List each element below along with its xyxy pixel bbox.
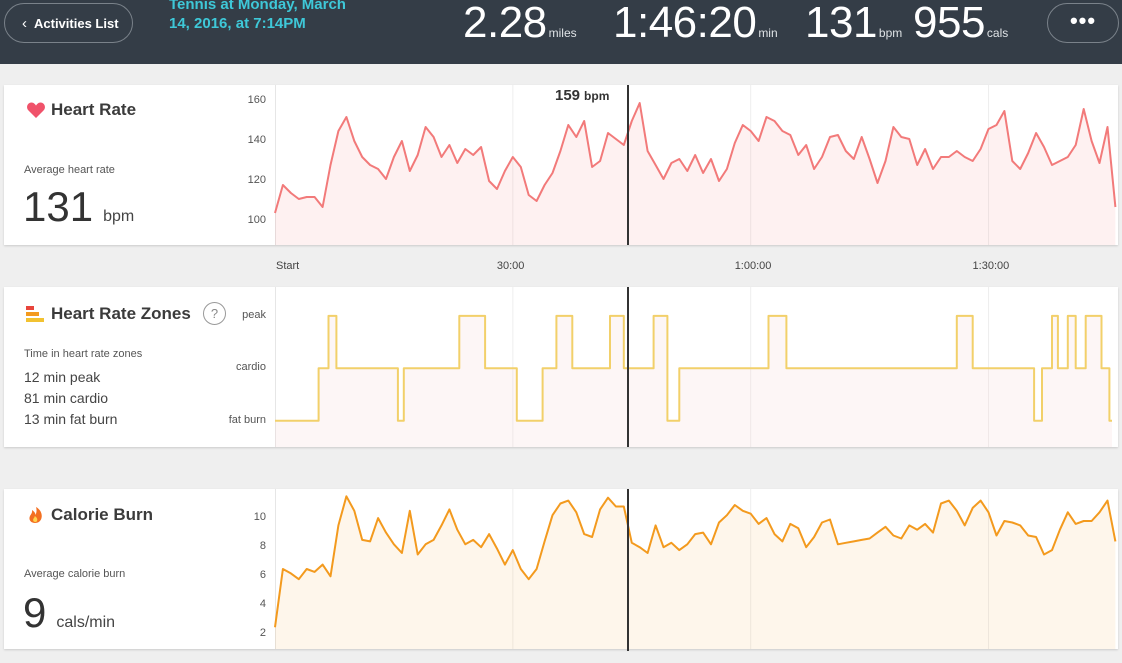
cursor-heart-rate-value: 159 — [555, 87, 581, 104]
heart-zone-series-area — [275, 315, 1112, 447]
cursor-heart-rate-unit: bpm — [584, 89, 610, 103]
zone-summary-peak: 12 min peak — [24, 369, 101, 385]
stat-duration-unit: min — [758, 26, 778, 40]
zone-summary-list: 12 min peak 81 min cardio 13 min fat bur… — [24, 367, 117, 430]
heart-rate-y-tick: 120 — [247, 174, 266, 186]
avg-heart-rate-label: Average heart rate — [24, 164, 115, 176]
heart-rate-series-area — [275, 103, 1116, 245]
heart-zone-series-line — [275, 314, 1112, 422]
chevron-left-icon: ‹ — [22, 14, 27, 32]
time-cursor-line[interactable] — [627, 489, 629, 651]
calorie-y-tick: 8 — [259, 540, 266, 553]
calorie-y-tick: 6 — [259, 569, 266, 582]
zones-bars-icon — [26, 306, 44, 322]
heart-rate-y-tick: 140 — [247, 134, 266, 146]
zones-sub-label: Time in heart rate zones — [24, 348, 143, 360]
more-options-button[interactable]: ••• — [1047, 3, 1119, 43]
heart-rate-series-line — [274, 102, 1117, 214]
calorie-series-area — [275, 496, 1116, 649]
stat-distance-value: 2.28 — [463, 0, 547, 47]
activity-title: Tennis at Monday, March 14, 2016, at 7:1… — [169, 0, 346, 32]
help-icon[interactable]: ? — [203, 302, 226, 325]
stat-duration-value: 1:46:20 — [613, 0, 757, 47]
calorie-burn-title: Calorie Burn — [26, 505, 153, 525]
avg-calorie-burn-label: Average calorie burn — [24, 568, 126, 580]
heart-rate-y-tick: 160 — [247, 94, 266, 106]
avg-calorie-burn-unit: cals/min — [56, 614, 116, 631]
stat-calories-value: 955 — [913, 0, 985, 47]
cursor-heart-rate-readout: 159 bpm — [555, 87, 609, 104]
more-dots-icon: ••• — [1069, 8, 1097, 33]
heart-rate-title-text: Heart Rate — [51, 100, 137, 119]
stat-heart-rate: 131 bpm — [805, 0, 902, 46]
avg-calorie-burn-value: 9 cals/min — [23, 589, 115, 637]
stat-distance: 2.28 miles — [463, 0, 577, 46]
avg-heart-rate-value: 131 bpm — [23, 183, 134, 231]
heart-icon — [27, 102, 45, 118]
stat-duration: 1:46:20 min — [613, 0, 778, 46]
calorie-burn-chart — [274, 489, 1117, 649]
zone-y-tick: cardio — [236, 361, 266, 374]
stat-heart-rate-value: 131 — [805, 0, 877, 47]
zone-y-tick: fat burn — [228, 413, 266, 426]
calorie-y-tick: 2 — [259, 627, 266, 640]
heart-rate-zones-title-text: Heart Rate Zones — [51, 304, 191, 323]
calorie-series-line — [274, 495, 1117, 628]
calorie-y-tick: 10 — [253, 511, 266, 524]
stat-calories-unit: cals — [986, 26, 1009, 40]
back-to-activities-button[interactable]: ‹ Activities List — [4, 3, 133, 43]
time-cursor-line[interactable] — [627, 85, 629, 245]
heart-rate-zones-title: Heart Rate Zones — [26, 304, 191, 324]
stat-calories: 955 cals — [913, 0, 1008, 46]
heart-rate-y-tick: 100 — [247, 214, 266, 226]
stat-heart-rate-unit: bpm — [878, 26, 903, 40]
heart-rate-zones-chart — [275, 287, 1112, 447]
x-tick-label: 1:30:00 — [972, 260, 1010, 272]
stat-distance-unit: miles — [548, 26, 577, 40]
time-cursor-line[interactable] — [627, 287, 629, 447]
x-tick-label: Start — [276, 260, 300, 272]
zone-y-tick: peak — [242, 308, 266, 321]
calorie-y-tick: 4 — [259, 598, 266, 611]
x-tick-label: 30:00 — [496, 260, 525, 272]
avg-calorie-burn-number: 9 — [23, 589, 47, 636]
heart-rate-zones-card: Heart Rate Zones ? Time in heart rate zo… — [4, 287, 1118, 447]
zone-summary-fat-burn: 13 min fat burn — [24, 411, 118, 427]
flame-icon — [29, 507, 42, 523]
heart-rate-chart — [274, 85, 1117, 245]
heart-rate-title: Heart Rate — [26, 100, 136, 120]
avg-heart-rate-number: 131 — [23, 183, 94, 230]
x-tick-label: 1:00:00 — [734, 260, 772, 272]
back-button-label: Activities List — [34, 15, 119, 31]
calorie-burn-card: Calorie Burn Average calorie burn 9 cals/… — [4, 489, 1118, 649]
calorie-burn-title-text: Calorie Burn — [51, 505, 154, 524]
header-bar: ‹ Activities List Tennis at Monday, Marc… — [0, 0, 1122, 64]
zone-summary-cardio: 81 min cardio — [24, 390, 109, 406]
avg-heart-rate-unit: bpm — [103, 208, 135, 225]
